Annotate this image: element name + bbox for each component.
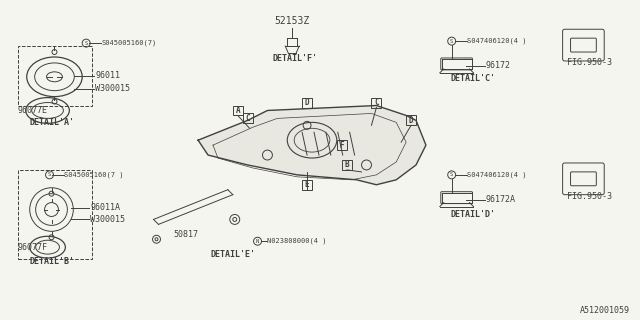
Bar	[302, 98, 312, 108]
Text: C: C	[374, 98, 379, 107]
Text: N023808000(4 ): N023808000(4 )	[268, 238, 327, 244]
Text: A512001059: A512001059	[579, 306, 630, 315]
Text: FIG.950-3: FIG.950-3	[566, 59, 612, 68]
Text: C: C	[245, 114, 250, 123]
Bar	[243, 114, 253, 123]
Bar	[371, 98, 381, 108]
Text: DETAIL'E': DETAIL'E'	[211, 250, 256, 259]
Text: 96011: 96011	[95, 71, 120, 80]
Text: S: S	[48, 172, 51, 177]
Bar	[233, 106, 243, 116]
Bar	[18, 170, 92, 259]
Text: DETAIL'F': DETAIL'F'	[273, 54, 317, 63]
Text: DETAIL'C': DETAIL'C'	[451, 74, 496, 83]
Bar	[18, 46, 92, 106]
Bar	[342, 160, 351, 170]
Text: S: S	[450, 39, 453, 44]
Text: 96011A: 96011A	[90, 203, 120, 212]
Text: S047406120(4 ): S047406120(4 )	[467, 38, 526, 44]
Text: F: F	[339, 141, 344, 150]
Text: S045005160(7): S045005160(7)	[101, 40, 156, 46]
Text: D: D	[409, 116, 413, 125]
Bar	[406, 116, 416, 125]
Text: S045005160(7 ): S045005160(7 )	[65, 172, 124, 178]
Text: S: S	[450, 172, 453, 177]
Text: D: D	[305, 98, 309, 107]
Text: FIG.950-3: FIG.950-3	[566, 192, 612, 201]
Text: W300015: W300015	[95, 84, 130, 93]
Text: DETAIL'B': DETAIL'B'	[29, 257, 75, 266]
Text: N: N	[256, 239, 259, 244]
Text: B: B	[344, 160, 349, 170]
Text: 50817: 50817	[173, 230, 198, 239]
Text: S047406120(4 ): S047406120(4 )	[467, 172, 526, 178]
Text: 96077F: 96077F	[18, 243, 48, 252]
Text: E: E	[305, 180, 309, 189]
Text: A: A	[236, 106, 240, 115]
Text: 96172A: 96172A	[485, 195, 515, 204]
Text: S: S	[84, 41, 88, 46]
Text: W300015: W300015	[90, 215, 125, 224]
Text: 52153Z: 52153Z	[275, 16, 310, 26]
Bar	[302, 180, 312, 190]
Polygon shape	[198, 106, 426, 185]
Text: 96172: 96172	[485, 61, 510, 70]
Text: DETAIL'D': DETAIL'D'	[451, 210, 496, 219]
Bar	[337, 140, 347, 150]
Text: DETAIL'A': DETAIL'A'	[29, 118, 75, 127]
Text: 96077E: 96077E	[18, 106, 48, 115]
